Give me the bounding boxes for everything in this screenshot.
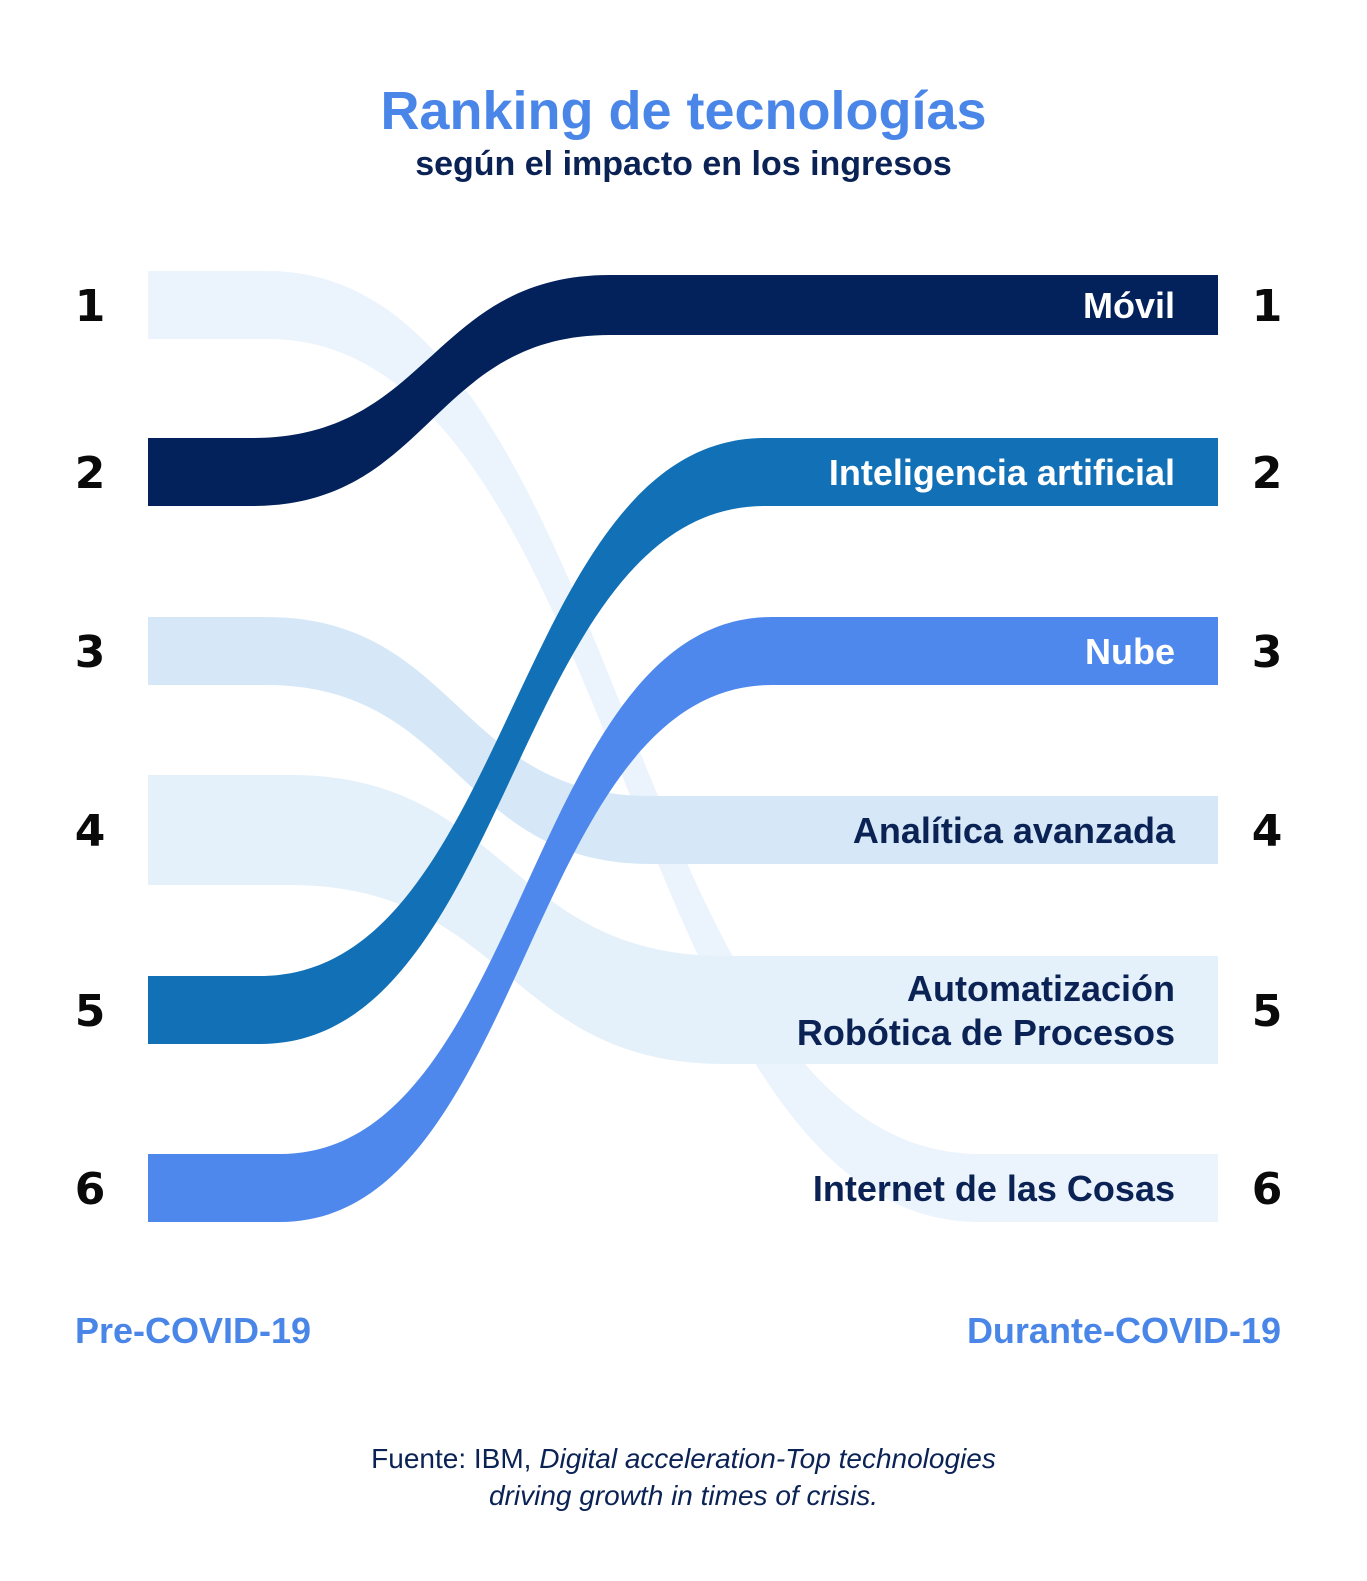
label-nube: Nube	[1085, 631, 1175, 672]
label-line: Inteligencia artificial	[829, 452, 1175, 493]
source-note: Fuente: IBM, Digital acceleration-Top te…	[0, 1440, 1367, 1514]
source-line-1: Fuente: IBM, Digital acceleration-Top te…	[0, 1440, 1367, 1477]
rank-left-4: 4	[75, 806, 106, 857]
label-automatizacion-robotica-de-procesos: Automatización Robótica de Procesos	[797, 968, 1175, 1053]
label-line: Móvil	[1083, 285, 1175, 326]
rank-right-2: 2	[1252, 448, 1283, 499]
label-analitica-avanzada: Analítica avanzada	[853, 810, 1176, 851]
chart-title: Ranking de tecnologías	[380, 81, 987, 141]
rank-left-2: 2	[75, 448, 106, 499]
band-inteligencia-artificial	[148, 438, 1218, 1044]
label-line: Nube	[1085, 631, 1175, 672]
labels-layer: Móvil Inteligencia artificial Nube Analític…	[75, 281, 1283, 1215]
rank-right-6: 6	[1252, 1164, 1283, 1215]
rank-right-4: 4	[1252, 806, 1283, 857]
chart-subtitle: según el impacto en los ingresos	[415, 145, 952, 183]
band-automatizacion-robotica-de-procesos	[148, 775, 1218, 1064]
label-inteligencia-artificial: Inteligencia artificial	[829, 452, 1175, 493]
label-line: Automatización	[907, 968, 1175, 1009]
source-title-line-1: Digital acceleration-Top technologies	[539, 1443, 996, 1474]
rank-right-3: 3	[1252, 627, 1283, 678]
rank-left-3: 3	[75, 627, 106, 678]
source-title-line-2: driving growth in times of crisis.	[488, 1480, 878, 1511]
rank-right-5: 5	[1252, 986, 1283, 1037]
rank-left-6: 6	[75, 1164, 106, 1215]
pre-covid-label: Pre-COVID-19	[75, 1310, 312, 1351]
label-line: Analítica avanzada	[853, 810, 1176, 851]
band-nube	[148, 617, 1218, 1222]
band-movil	[148, 275, 1218, 506]
label-line: Robótica de Procesos	[797, 1012, 1175, 1053]
rank-left-1: 1	[75, 281, 106, 332]
label-internet-de-las-cosas: Internet de las Cosas	[813, 1168, 1175, 1209]
rank-left-5: 5	[75, 986, 106, 1037]
rank-right-1: 1	[1252, 281, 1283, 332]
source-prefix: Fuente: IBM,	[371, 1443, 540, 1474]
during-covid-label: Durante-COVID-19	[966, 1310, 1281, 1351]
label-line: Internet de las Cosas	[813, 1168, 1175, 1209]
band-analitica-avanzada	[148, 617, 1218, 864]
band-internet-de-las-cosas	[148, 271, 1218, 1222]
bands-layer	[148, 271, 1218, 1222]
label-movil: Móvil	[1083, 285, 1175, 326]
